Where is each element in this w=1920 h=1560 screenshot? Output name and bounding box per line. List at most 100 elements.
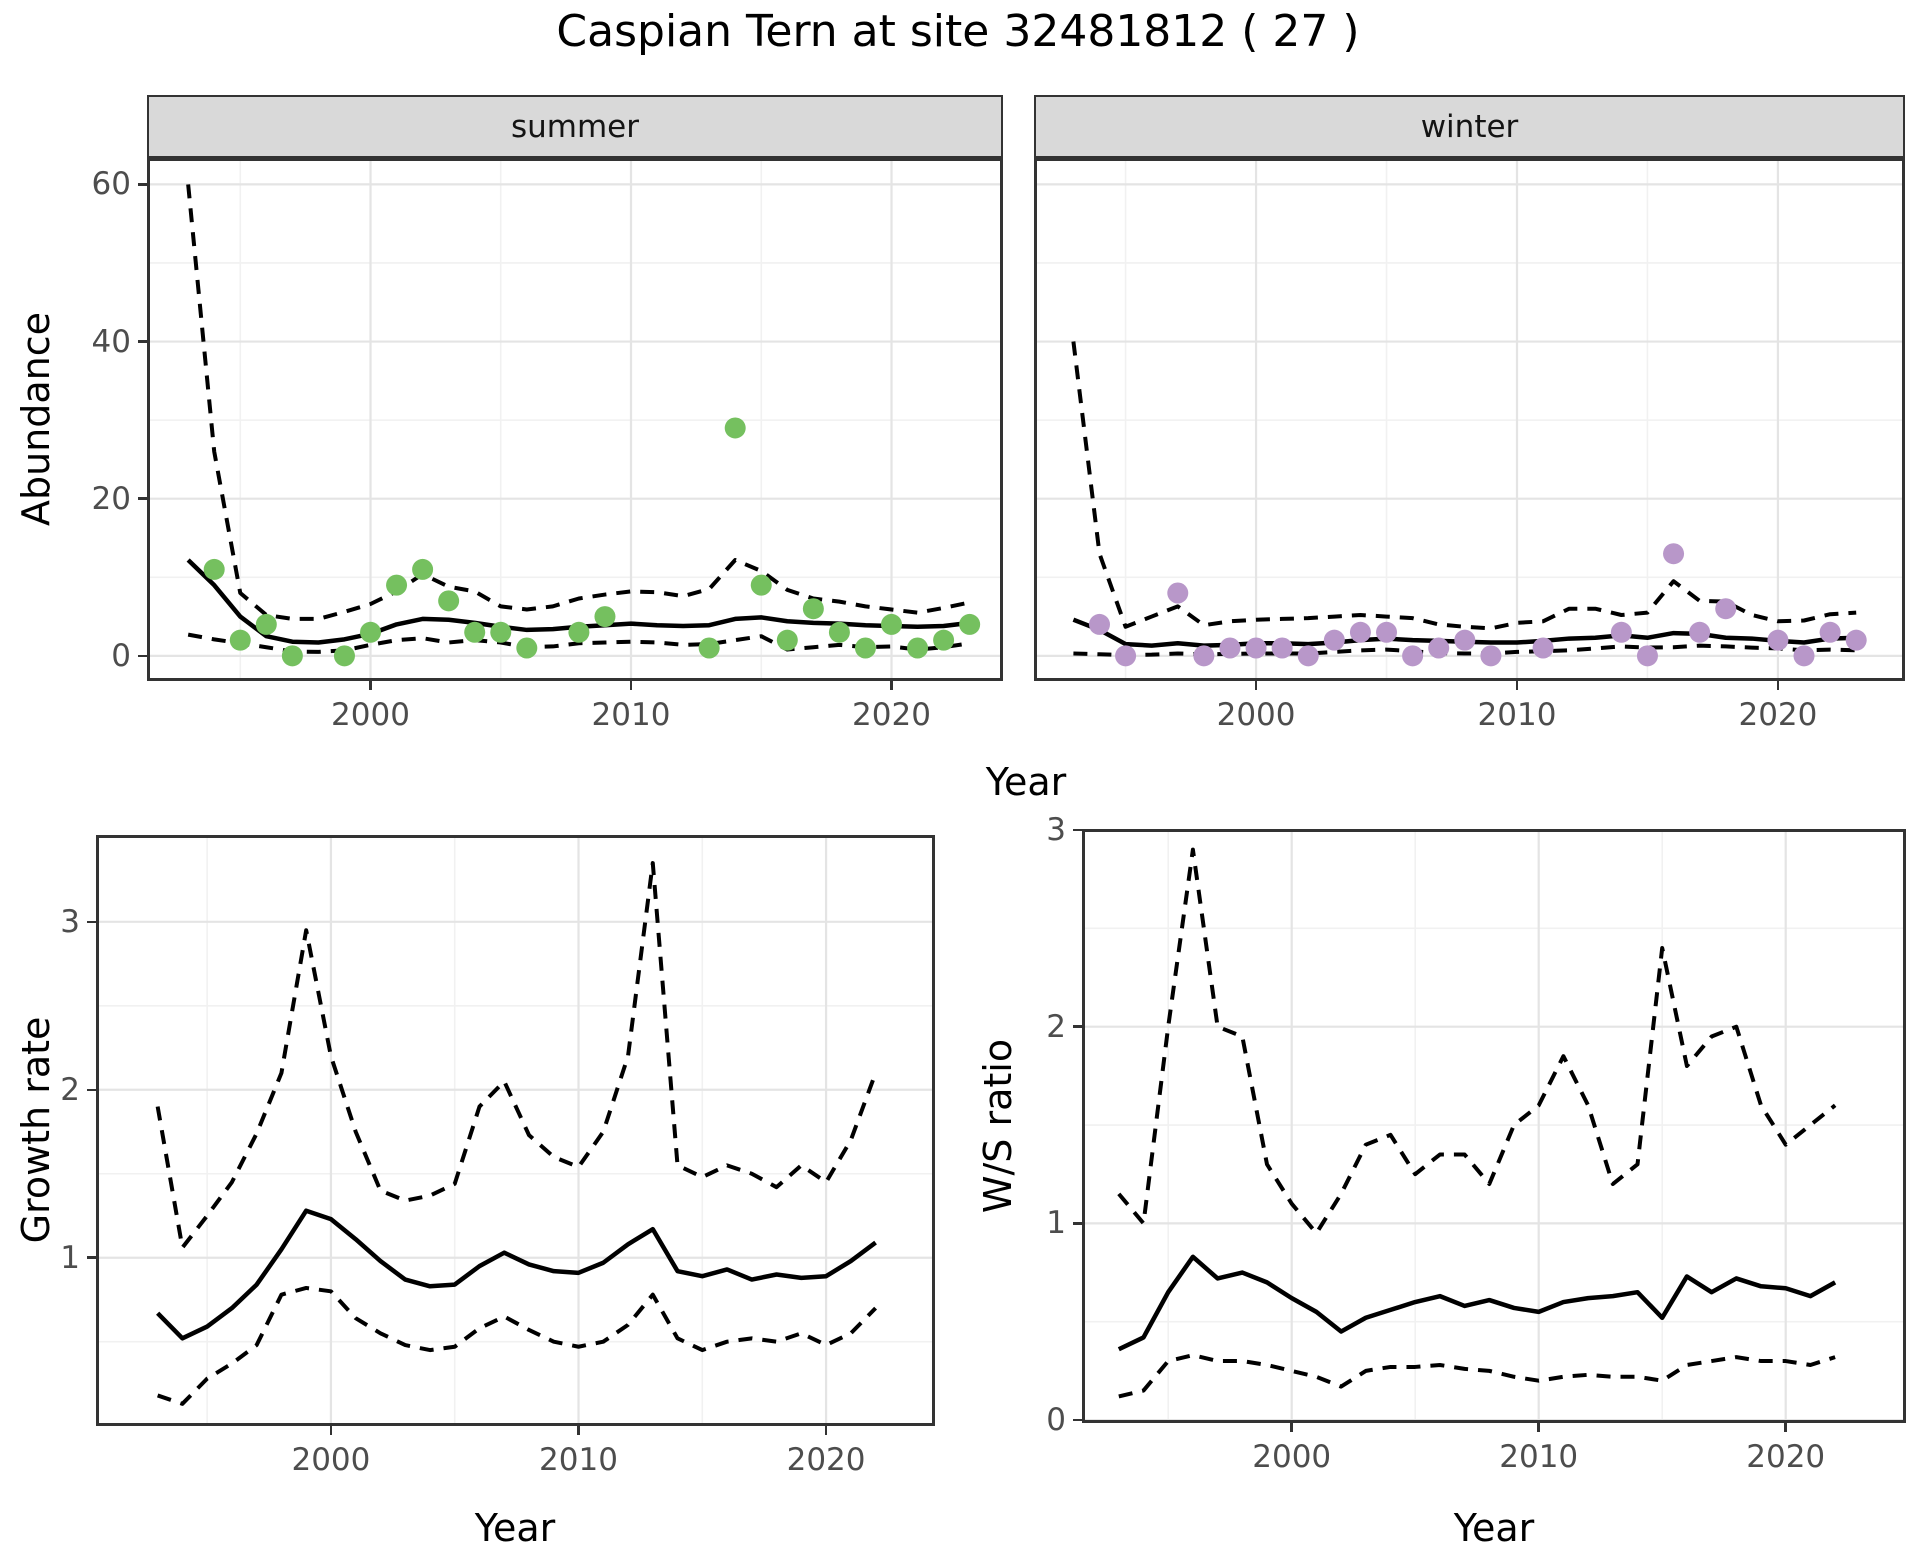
ws-y-tick bbox=[1073, 1222, 1082, 1225]
summer-data-point bbox=[386, 574, 408, 596]
winter-data-point bbox=[1167, 582, 1189, 604]
summer-data-point bbox=[281, 645, 303, 667]
summer-data-point bbox=[464, 621, 486, 643]
summer-data-point bbox=[959, 613, 981, 635]
winter-data-point bbox=[1793, 645, 1815, 667]
ws-y-tick bbox=[1073, 1025, 1082, 1028]
ws-y-tick bbox=[1073, 1418, 1082, 1422]
summer-data-point bbox=[203, 558, 225, 580]
facet-strip-winter-label: winter bbox=[1420, 108, 1519, 145]
facet-strip-summer-label: summer bbox=[510, 108, 639, 145]
summer-data-point bbox=[776, 629, 798, 651]
growth-y-tick bbox=[87, 1256, 96, 1259]
ws-x-tick bbox=[1290, 1423, 1293, 1432]
summer-y-tick-label: 60 bbox=[91, 166, 131, 203]
summer-y-tick bbox=[138, 497, 147, 500]
summer-data-point bbox=[854, 637, 876, 659]
growth-x-tick-label: 2010 bbox=[539, 1442, 618, 1478]
summer-y-tick-label: 0 bbox=[111, 637, 131, 674]
summer-y-tick-label: 20 bbox=[91, 480, 131, 517]
summer-data-point bbox=[594, 606, 616, 628]
summer-y-tick bbox=[138, 183, 147, 186]
winter-x-tick bbox=[1776, 681, 1780, 690]
winter-data-point bbox=[1219, 637, 1241, 659]
summer-data-point bbox=[933, 629, 955, 651]
summer-data-point bbox=[698, 637, 720, 659]
y-axis-title-ws-ratio: W/S ratio bbox=[976, 1038, 1020, 1214]
ws-x-tick-label: 2020 bbox=[1746, 1439, 1826, 1475]
winter-data-point bbox=[1245, 637, 1267, 659]
growth-x-tick-label: 2000 bbox=[291, 1442, 371, 1478]
summer-data-point bbox=[724, 417, 746, 439]
winter-data-point bbox=[1088, 613, 1110, 635]
ws-x-tick-label: 2000 bbox=[1252, 1439, 1332, 1475]
summer-data-point bbox=[412, 558, 434, 580]
x-axis-title-year-growth: Year bbox=[474, 1506, 556, 1550]
y-axis-title-growth-rate: Growth rate bbox=[14, 1016, 58, 1244]
summer-y-tick-label: 40 bbox=[91, 323, 131, 360]
winter-data-point bbox=[1767, 629, 1789, 651]
winter-data-point bbox=[1271, 637, 1293, 659]
summer-data-point bbox=[255, 613, 277, 635]
growth-plot-area bbox=[96, 835, 935, 1426]
ws-plot-area bbox=[1082, 829, 1906, 1423]
winter-data-point bbox=[1454, 629, 1476, 651]
summer-x-tick bbox=[369, 681, 372, 690]
summer-y-tick bbox=[138, 654, 147, 658]
winter-plot-area bbox=[1034, 158, 1905, 681]
ws-y-tick bbox=[1073, 828, 1082, 832]
x-axis-title-year-ws: Year bbox=[1453, 1506, 1535, 1550]
summer-x-tick-label: 2020 bbox=[852, 697, 931, 733]
ws-x-tick-label: 2010 bbox=[1499, 1439, 1579, 1475]
winter-x-tick-label: 2010 bbox=[1477, 697, 1557, 733]
ws-x-tick bbox=[1537, 1423, 1540, 1432]
winter-data-point bbox=[1610, 621, 1632, 643]
facet-strip-winter: winter bbox=[1034, 95, 1905, 158]
summer-x-tick bbox=[890, 681, 893, 690]
winter-x-tick-label: 2000 bbox=[1216, 697, 1296, 733]
growth-y-tick bbox=[87, 1088, 96, 1092]
winter-data-point bbox=[1663, 543, 1685, 565]
growth-y-tick-label: 2 bbox=[60, 1071, 80, 1108]
facet-strip-summer: summer bbox=[147, 95, 1003, 158]
summer-x-tick-label: 2000 bbox=[331, 697, 410, 733]
growth-y-tick-label: 3 bbox=[60, 903, 80, 940]
ws-y-tick-label: 3 bbox=[1046, 811, 1066, 848]
winter-data-point bbox=[1115, 645, 1137, 667]
winter-data-point bbox=[1689, 621, 1711, 643]
winter-data-point bbox=[1845, 629, 1867, 651]
winter-data-point bbox=[1636, 645, 1658, 667]
summer-data-point bbox=[568, 621, 590, 643]
chart-title: Caspian Tern at site 32481812 ( 27 ) bbox=[556, 6, 1360, 57]
winter-x-tick bbox=[1254, 681, 1258, 690]
winter-data-point bbox=[1297, 645, 1319, 667]
summer-data-point bbox=[490, 621, 512, 643]
summer-data-point bbox=[229, 629, 251, 651]
summer-data-point bbox=[360, 621, 382, 643]
ws-y-tick-label: 0 bbox=[1046, 1402, 1066, 1439]
winter-data-point bbox=[1323, 629, 1345, 651]
summer-data-point bbox=[750, 574, 772, 596]
winter-data-point bbox=[1819, 621, 1841, 643]
summer-data-point bbox=[438, 590, 460, 612]
summer-data-point bbox=[516, 637, 538, 659]
summer-data-point bbox=[828, 621, 850, 643]
growth-x-tick bbox=[824, 1426, 828, 1435]
winter-data-point bbox=[1715, 598, 1737, 620]
summer-plot-area bbox=[147, 158, 1003, 681]
winter-data-point bbox=[1402, 645, 1424, 667]
winter-data-point bbox=[1428, 637, 1450, 659]
ws-y-tick-label: 2 bbox=[1046, 1008, 1066, 1045]
winter-data-point bbox=[1349, 621, 1371, 643]
growth-x-tick-label: 2020 bbox=[786, 1442, 866, 1478]
winter-data-point bbox=[1376, 621, 1398, 643]
growth-y-tick bbox=[87, 920, 96, 924]
growth-x-tick bbox=[577, 1426, 580, 1435]
summer-x-tick-label: 2010 bbox=[591, 697, 671, 733]
summer-x-tick bbox=[629, 681, 633, 690]
growth-y-tick-label: 1 bbox=[60, 1239, 80, 1276]
winter-data-point bbox=[1532, 637, 1554, 659]
ws-y-tick-label: 1 bbox=[1046, 1205, 1066, 1242]
x-axis-title-year-top: Year bbox=[985, 760, 1067, 804]
